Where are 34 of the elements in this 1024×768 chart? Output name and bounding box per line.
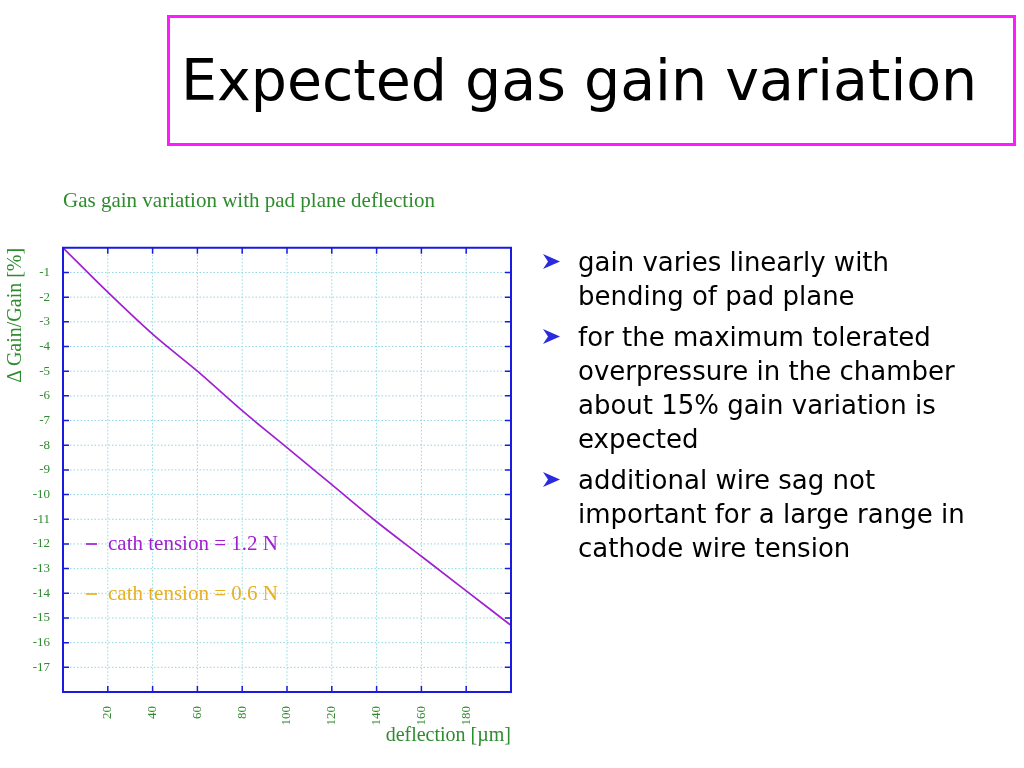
x-tick-label: 140 (368, 706, 384, 726)
x-tick-label: 40 (144, 706, 160, 719)
y-tick-label: -14 (32, 584, 51, 600)
y-tick-label: -4 (39, 337, 51, 353)
x-tick-label: 120 (323, 706, 339, 726)
legend-label: cath tension = 0.6 N (108, 580, 278, 605)
x-tick-label: 180 (457, 706, 473, 726)
x-tick-label: 80 (233, 706, 249, 719)
y-tick-label: -17 (32, 658, 51, 674)
y-tick-label: -9 (39, 461, 50, 477)
y-tick-label: -11 (33, 510, 50, 526)
x-tick-label: 160 (412, 706, 428, 726)
y-tick-label: -2 (39, 288, 50, 304)
y-tick-label: -6 (39, 387, 51, 403)
y-tick-label: -12 (32, 535, 50, 551)
y-tick-label: -8 (39, 436, 50, 452)
chart-subtitle: Gas gain variation with pad plane deflection (63, 188, 436, 213)
x-tick-label: 20 (99, 706, 115, 719)
y-tick-label: -5 (39, 362, 50, 378)
y-tick-label: -7 (39, 411, 51, 427)
legend-label: cath tension = 1.2 N (108, 530, 278, 555)
y-tick-label: -3 (39, 313, 50, 329)
chart-title: Expected gas gain variation (181, 47, 978, 113)
line-series (63, 247, 511, 627)
y-tick-label: -1 (39, 263, 50, 279)
y-tick-label: -13 (32, 560, 50, 576)
y-tick-label: -15 (32, 609, 50, 625)
text: additional wire sag not important for a large range in cathode wire tension (578, 464, 966, 565)
x-tick-label: 60 (188, 706, 204, 719)
y-tick-label: -10 (32, 486, 50, 501)
y-axis-title: Δ Gain/Gain [%] (3, 247, 26, 383)
x-tick-label: 100 (278, 706, 294, 726)
x-axis-title: deflection [µm] (385, 723, 511, 747)
y-tick-label: -16 (32, 634, 51, 650)
